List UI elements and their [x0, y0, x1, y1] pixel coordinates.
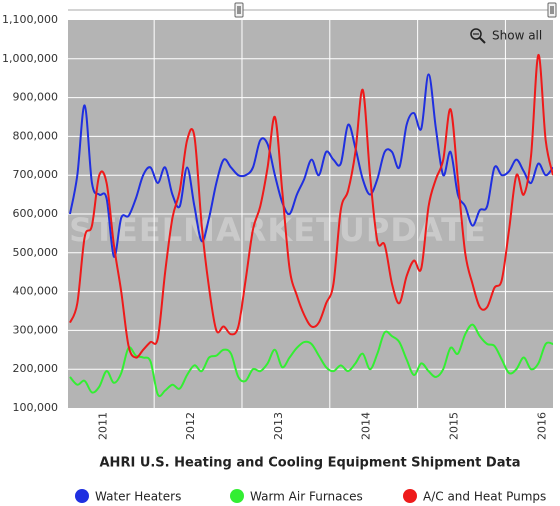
y-tick-label: 900,000 [13, 91, 59, 104]
x-tick-label: 2011 [96, 412, 109, 440]
y-tick-label: 1,100,000 [2, 13, 58, 26]
navigator[interactable] [68, 2, 557, 18]
legend-marker [230, 489, 244, 503]
x-tick-label: 2014 [360, 412, 373, 440]
y-tick-label: 100,000 [13, 401, 59, 414]
zoom-icon [470, 28, 482, 40]
y-tick-label: 400,000 [13, 285, 59, 298]
show-all-button[interactable]: Show all [470, 28, 542, 44]
zoom-icon [479, 37, 486, 44]
series-line [69, 323, 553, 398]
y-tick-label: 600,000 [13, 207, 59, 220]
y-tick-label: 200,000 [13, 362, 59, 375]
navigator-handle[interactable] [234, 2, 244, 18]
x-tick-label: 2016 [535, 412, 548, 440]
y-tick-label: 700,000 [13, 168, 59, 181]
x-tick-label: 2012 [184, 412, 197, 440]
legend-marker [75, 489, 89, 503]
y-tick-label: 1,000,000 [2, 52, 58, 65]
x-tick-label: 2013 [272, 412, 285, 440]
chart-title: AHRI U.S. Heating and Cooling Equipment … [100, 456, 521, 471]
y-tick-label: 800,000 [13, 129, 59, 142]
y-tick-label: 300,000 [13, 323, 59, 336]
series-line [69, 53, 553, 359]
legend-label: Warm Air Furnaces [250, 490, 363, 504]
legend-label: Water Heaters [95, 490, 181, 504]
legend-label: A/C and Heat Pumps [423, 490, 546, 504]
series-line [69, 73, 553, 258]
x-tick-label: 2015 [448, 412, 461, 440]
y-tick-label: 500,000 [13, 246, 59, 259]
navigator-handle[interactable] [547, 2, 557, 18]
show-all-label[interactable]: Show all [492, 29, 542, 43]
legend-marker [403, 489, 417, 503]
watermark: STEELMARKETUPDATE [69, 211, 487, 249]
